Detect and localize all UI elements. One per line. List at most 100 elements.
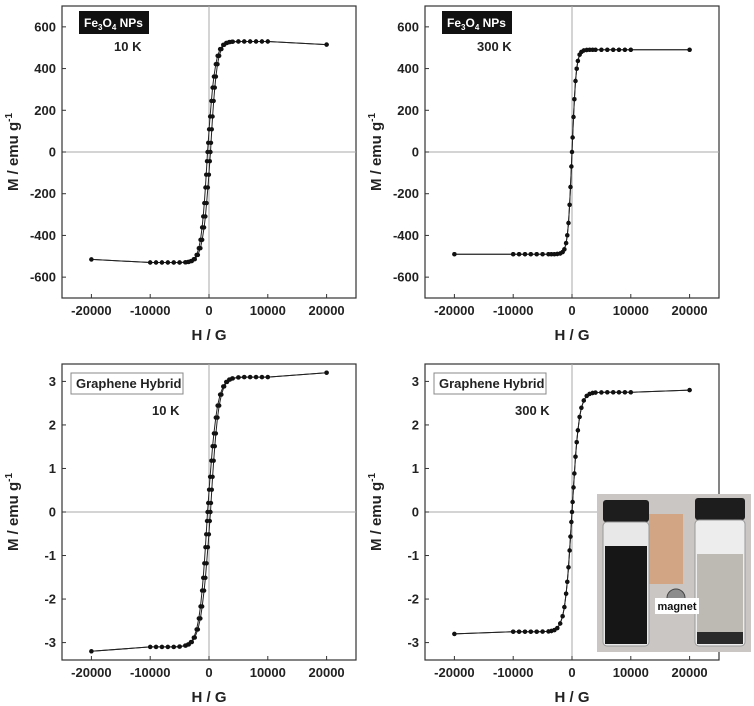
data-point xyxy=(259,39,265,44)
data-point xyxy=(628,47,633,52)
data-point xyxy=(622,390,628,395)
x-tick-label: -10000 xyxy=(130,303,170,318)
x-tick-label: 20000 xyxy=(309,665,345,680)
x-tick-label: -10000 xyxy=(493,303,533,318)
data-point xyxy=(575,58,581,64)
data-point xyxy=(566,220,571,226)
data-point xyxy=(207,159,212,164)
sample-label-box xyxy=(433,372,547,395)
data-point xyxy=(200,604,205,609)
sample-label: Graphene Hybrid xyxy=(76,376,182,391)
data-point xyxy=(534,252,539,257)
data-point xyxy=(171,260,177,265)
data-point xyxy=(569,149,575,155)
y-tick-label: 0 xyxy=(49,145,56,160)
temperature-label: 10 K xyxy=(114,39,142,54)
data-point xyxy=(565,579,570,584)
x-tick-label: -20000 xyxy=(71,665,111,680)
data-point xyxy=(206,172,212,177)
panel-2: -20000 -10000 0 10000 20000 -600 -400 -200 0 200 4… xyxy=(367,5,720,344)
y-axis-label: M / emu g-1 xyxy=(367,473,385,552)
data-point xyxy=(212,85,217,90)
x-tick-label: 0 xyxy=(568,665,575,680)
data-point xyxy=(253,374,259,380)
vial-right-sediment xyxy=(697,632,743,644)
data-point xyxy=(148,644,153,650)
data-point xyxy=(324,370,329,375)
data-point xyxy=(201,588,207,593)
y-axis-label: M / emu g-1 xyxy=(4,113,22,192)
y-tick-label: 600 xyxy=(397,19,419,34)
data-point xyxy=(198,246,203,251)
data-point xyxy=(265,374,270,380)
data-point xyxy=(195,627,201,632)
data-point xyxy=(208,149,213,155)
x-tick-label: 20000 xyxy=(672,303,708,318)
vial-cap-left xyxy=(603,500,649,522)
data-point xyxy=(563,591,569,596)
y-axis-label: M / emu g-1 xyxy=(367,113,385,192)
y-tick-label: 200 xyxy=(397,103,419,118)
y-tick-label: 2 xyxy=(412,417,419,432)
data-point xyxy=(211,98,216,104)
data-point xyxy=(212,444,217,449)
data-point xyxy=(571,485,576,490)
data-point xyxy=(555,625,560,631)
data-point xyxy=(581,398,586,403)
data-point xyxy=(605,390,610,395)
temperature-label: 10 K xyxy=(152,403,180,418)
y-tick-label: 2 xyxy=(49,417,56,432)
data-point xyxy=(210,474,215,479)
data-point xyxy=(215,61,220,67)
y-tick-label: -400 xyxy=(30,228,56,243)
data-point xyxy=(562,604,567,610)
y-tick-label: -200 xyxy=(393,186,419,201)
data-point xyxy=(177,260,182,265)
x-tick-label: -20000 xyxy=(71,303,111,318)
data-point xyxy=(219,392,224,397)
data-point xyxy=(565,233,570,238)
vial-cap-right xyxy=(695,498,745,520)
data-point xyxy=(573,454,578,459)
panel-1: -20000 -10000 0 10000 20000 -600 -400 -200 0 200 4… xyxy=(4,5,357,344)
data-point xyxy=(215,415,220,420)
y-tick-label: -2 xyxy=(407,592,419,607)
data-point xyxy=(195,252,201,258)
data-point xyxy=(562,247,567,252)
y-tick-label: -200 xyxy=(30,186,56,201)
data-point xyxy=(574,440,579,445)
data-point xyxy=(222,384,227,389)
data-point xyxy=(211,458,216,463)
data-point xyxy=(213,431,219,436)
data-point xyxy=(236,375,241,380)
magnet-label-box xyxy=(655,598,699,614)
data-point xyxy=(217,53,222,58)
hand-shape xyxy=(649,514,683,584)
data-point xyxy=(204,200,209,206)
x-tick-label: 0 xyxy=(205,665,212,680)
data-point xyxy=(599,390,604,395)
x-tick-label: -20000 xyxy=(434,665,474,680)
data-point xyxy=(573,78,578,84)
x-axis-label: H / G xyxy=(554,327,589,344)
data-point xyxy=(248,374,253,380)
data-point xyxy=(516,629,522,634)
data-point xyxy=(236,39,241,44)
data-point xyxy=(566,565,571,570)
y-tick-label: -3 xyxy=(407,635,419,650)
data-point xyxy=(569,509,575,515)
data-point xyxy=(230,39,235,44)
data-point xyxy=(577,414,582,420)
magnet-label: magnet xyxy=(657,601,696,613)
data-point xyxy=(567,202,572,207)
data-point xyxy=(203,575,208,580)
data-point xyxy=(265,39,270,44)
data-point xyxy=(171,644,177,650)
sample-label-box xyxy=(70,372,184,395)
y-tick-label: 600 xyxy=(34,19,56,34)
y-tick-label: 0 xyxy=(412,505,419,520)
data-point xyxy=(452,631,457,637)
data-point xyxy=(540,252,545,257)
data-point xyxy=(687,47,692,52)
temperature-label: 300 K xyxy=(477,39,512,54)
